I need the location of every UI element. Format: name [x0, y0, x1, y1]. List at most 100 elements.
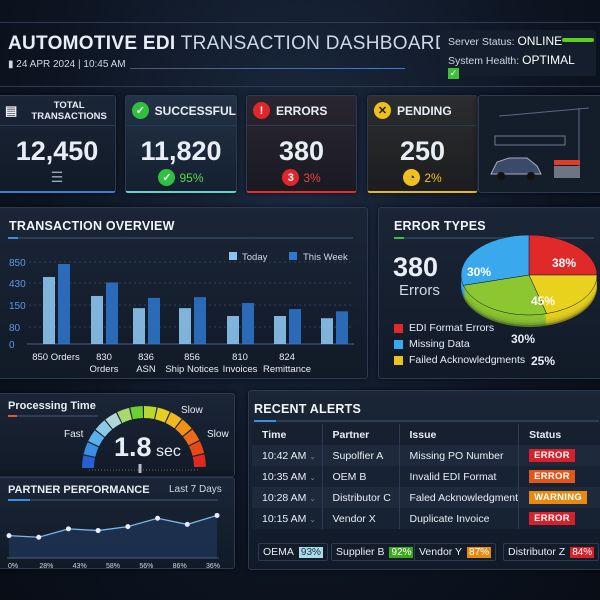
legend-label: This Week	[303, 252, 348, 263]
legend-item: EDI Format Errors	[394, 322, 494, 334]
recent-alerts-panel: RECENT ALERTS Time Partner Issue Status …	[248, 390, 600, 570]
x-circle-icon: ✕	[374, 102, 391, 119]
kpi-total-transactions[interactable]: ▤ TOTAL TRANSACTIONS 12,450 ☰	[0, 95, 116, 193]
legend-swatch	[394, 355, 403, 365]
gauge-segment	[82, 455, 96, 468]
gauge-label-fast: Fast	[64, 429, 84, 440]
partner-score[interactable]: Distributor Z 84%	[503, 543, 600, 561]
x-tick-label: 850 Orders	[32, 352, 80, 363]
partner-score[interactable]: Vendor Y 87%	[414, 543, 497, 561]
data-point	[36, 534, 42, 540]
system-health: OPTIMAL	[522, 53, 575, 67]
error-count-badge: 3	[282, 169, 300, 186]
bar-today	[321, 318, 333, 344]
bar-this-week	[194, 297, 206, 344]
gauge-segment	[83, 442, 99, 457]
partner-pct: 92%	[389, 546, 414, 558]
bar-today	[91, 295, 103, 344]
y-tick-label: 430	[9, 279, 26, 290]
alert-partner: Supolfier A	[322, 445, 400, 466]
processing-time-panel: Processing Time Fast Slow Slow 1.8 sec	[0, 393, 235, 477]
pie-slice	[462, 274, 547, 316]
date-range[interactable]: Last 7 Days	[169, 484, 222, 495]
partner-pct: 84%	[570, 546, 595, 558]
section-title: Processing Time	[8, 400, 96, 412]
x-tick-label: 856	[184, 352, 200, 363]
status-badge: ERROR	[529, 470, 575, 483]
partner-name: Supplier B	[336, 546, 385, 558]
table-row[interactable]: 10:28 AM ⌄ Distributor C Faled Acknowledgm…	[252, 487, 600, 508]
table-row[interactable]: 10:15 AM ⌄ Vendor X Duplicate Invoice ERROR	[252, 508, 600, 529]
col-time[interactable]: Time	[252, 424, 323, 445]
partner-pct: 87%	[467, 546, 492, 558]
error-types-panel: ERROR TYPES 380 Errors 38% 30% 45%	[378, 207, 600, 379]
status-badge: ERROR	[529, 512, 575, 525]
partner-score[interactable]: Supplier B 92%	[331, 543, 419, 561]
status-badge: ERROR	[529, 449, 575, 462]
chevron-down-icon[interactable]: ⌄	[309, 472, 316, 482]
gauge-segment	[192, 454, 206, 468]
col-issue[interactable]: Issue	[399, 424, 520, 445]
title-underline	[130, 68, 405, 69]
x-tick-label: ASN	[136, 364, 156, 375]
speed-gauge	[82, 406, 206, 473]
kpi-successful[interactable]: ✓ SUCCESSFUL 11,820 ✓ 95%	[125, 95, 237, 193]
menu-icon: ☰	[50, 169, 64, 185]
gauge-segment	[130, 406, 144, 420]
pie-slice-label: 30%	[467, 265, 491, 279]
page-title: AUTOMOTIVE EDI TRANSACTION DASHBOARD	[8, 33, 449, 54]
vehicle-illustration	[478, 95, 600, 193]
section-title: PARTNER PERFORMANCE	[8, 484, 150, 496]
pie-slice	[528, 274, 598, 314]
x-tick-label: 28%	[39, 563, 53, 570]
bar-today	[227, 316, 239, 344]
chevron-down-icon[interactable]: ⌄	[309, 493, 316, 503]
col-partner[interactable]: Partner	[322, 424, 400, 445]
kpi-errors[interactable]: ! ERRORS 380 3 3%	[246, 95, 357, 193]
title-underline	[8, 237, 353, 239]
alert-time: 10:15 AM ⌄	[252, 508, 323, 529]
car-icon	[490, 107, 590, 180]
gauge-segment	[183, 429, 200, 446]
gauge-segment	[144, 406, 157, 420]
table-header: Time Partner Issue Status	[252, 424, 600, 445]
datetime: ▮ 24 APR 2024 | 10:45 AM	[8, 59, 126, 70]
pie-slice	[460, 234, 530, 286]
gauge-segment	[189, 441, 205, 456]
online-indicator	[562, 38, 594, 42]
processing-value: 1.8 sec	[114, 432, 181, 462]
kpi-value: 380	[278, 136, 325, 166]
chevron-down-icon[interactable]: ⌄	[309, 451, 316, 461]
partner-name: Distributor Z	[508, 546, 566, 558]
x-tick-label: 86%	[173, 563, 187, 570]
x-tick-label: 56%	[139, 563, 153, 570]
section-title: TRANSACTION OVERVIEW	[9, 219, 175, 233]
bar-this-week	[242, 303, 254, 344]
data-point	[214, 512, 220, 518]
x-tick-label: 0%	[8, 563, 18, 570]
pie-chart: 38% 30% 45%	[460, 234, 598, 327]
x-tick-label: Remittance	[263, 364, 311, 375]
legend-item: Missing Data 30%	[394, 332, 535, 350]
partner-name: Vendor Y	[419, 546, 463, 558]
error-total-label: Errors	[399, 282, 440, 299]
kpi-pending[interactable]: ✕ PENDING 250 ◔ 2%	[367, 95, 478, 193]
legend-label: Today	[242, 252, 268, 263]
gauge-label-slow: Slow	[181, 405, 203, 416]
gauge-segment	[105, 412, 122, 429]
legend-value: 25%	[531, 354, 556, 368]
bar-this-week	[58, 264, 70, 344]
bar-this-week	[289, 309, 301, 344]
partner-pct: 93%	[298, 546, 323, 558]
col-status[interactable]: Status	[518, 424, 600, 445]
alert-issue: Duplicate Invoice	[399, 508, 520, 529]
table-row[interactable]: 10:42 AM ⌄ Supolfier A Missing PO Number ER…	[252, 445, 600, 466]
status-box: Server Status: ONLINE System Health: OPT…	[440, 30, 596, 79]
alert-issue: Faled Acknowledgment	[399, 487, 520, 508]
chevron-down-icon[interactable]: ⌄	[309, 514, 316, 524]
alert-issue: Missing PO Number	[399, 445, 520, 466]
table-row[interactable]: 10:35 AM ⌄ OEM B Invalid EDI Format ERROR	[252, 466, 600, 487]
clipboard-icon: ▤	[5, 102, 18, 118]
partner-score[interactable]: OEMA 93%	[258, 543, 328, 561]
alert-partner: Distributor C	[322, 487, 400, 508]
